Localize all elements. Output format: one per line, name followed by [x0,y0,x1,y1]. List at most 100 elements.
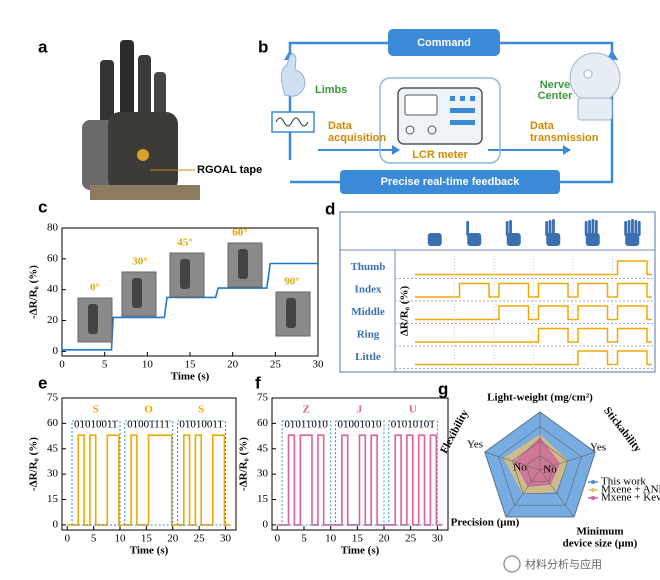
radar-spoke [539,451,596,471]
x-tick-label: 5 [91,533,97,545]
x-tick-label: 0 [59,359,65,371]
binary-code: 01011010 [284,419,328,431]
radar-axis-label: Minimum [576,526,623,538]
radar-annotation: No [543,464,557,476]
x-tick-label: 0 [275,533,281,545]
binary-code: 01010011 [74,419,118,431]
x-tick-label: 30 [220,533,232,545]
gesture-finger [548,220,552,235]
legend-marker [591,488,595,492]
feedback-label: Precise real-time feedback [381,176,521,188]
y-tick-label: 75 [47,392,59,404]
gesture-finger [552,219,555,234]
gesture-finger [624,221,628,236]
gesture-finger [588,220,591,235]
radar-ring [484,411,596,518]
radar-spoke [505,469,541,518]
x-tick-label: 20 [227,359,239,371]
binary-code: 01001111 [127,419,170,431]
signal [612,260,652,276]
gesture-finger [505,221,509,236]
radar-ring [525,455,555,483]
gesture-finger [634,220,638,235]
gesture-palm [585,233,600,246]
y-tick-label: 0 [53,518,59,530]
letter: Z [302,404,309,416]
radar-ring [498,426,582,506]
signal [612,350,652,366]
y-tick-label: 30 [47,468,59,480]
x-tick-label: 10 [142,359,154,371]
legend-marker [591,496,595,500]
x-tick-label: 0 [65,533,71,545]
y-axis-label: -ΔR/R₀ (%) [28,265,40,319]
signal [612,282,652,298]
x-tick-label: 20 [167,533,179,545]
row-label: Ring [357,328,380,340]
x-axis-label: Time (s) [341,545,380,557]
gesture-palm [506,233,521,246]
y-tick-label: 75 [257,392,269,404]
radar-spoke [484,451,541,471]
row-label: Thumb [351,261,386,273]
panel-label: d [325,199,335,218]
y-axis-label: -ΔR/R₀ (%) [28,437,40,491]
y-tick-label: 60 [47,417,59,429]
gesture-finger [466,221,470,236]
y-tick-label: 60 [47,252,59,264]
watermark: 材料分析与应用 [525,557,602,571]
legend-marker [591,480,595,484]
x-tick-label: 25 [270,359,282,371]
feedback-box [340,170,560,194]
code-frame [281,420,332,526]
radar-area [514,437,560,487]
signal [533,327,573,343]
gesture-finger [584,221,588,236]
meter-label: LCR meter [412,149,468,161]
robot-head-icon [569,52,621,121]
x-tick-label: 15 [185,359,197,371]
x-axis-label: Time (s) [171,371,210,383]
x-tick-label: 15 [141,533,153,545]
data-line [277,434,443,526]
gesture-palm [467,233,482,246]
y-tick-label: 20 [47,314,59,326]
y-axis-label: ΔR/R₀ (%) [399,286,411,337]
signal [573,305,613,321]
radar-spoke [539,469,575,518]
x-tick-label: 20 [379,533,391,545]
radar-axis-label: Stickability [601,405,644,455]
photo-detail [180,259,190,289]
nerve-center-label: Nerve [540,79,571,91]
y-tick-label: 80 [47,222,59,234]
x-tick-label: 25 [405,533,417,545]
signal [454,282,494,298]
row-label: Index [355,283,382,295]
command-box [388,29,500,56]
radar-ring [512,440,568,494]
letter: U [409,404,417,416]
y-tick-label: 60 [257,417,269,429]
row-label: Little [355,351,381,363]
radar-annotation: No [513,462,527,474]
signal [612,327,652,343]
signal [494,305,534,321]
signal [573,282,613,298]
x-axis-label: Time (s) [130,545,169,557]
angle-annotation: 30° [132,256,147,268]
panel-label: e [38,373,47,392]
x-tick-label: 5 [301,533,307,545]
signal [533,282,573,298]
gesture-finger [509,220,512,235]
code-frame [388,420,438,526]
y-tick-label: 45 [257,442,269,454]
data-line [67,434,231,526]
gesture-palm [546,233,561,246]
binary-code: 01010011 [179,419,223,431]
plot-frame [61,397,237,531]
angle-annotation: 0° [90,282,100,294]
x-tick-label: 15 [352,533,364,545]
acquisition-label: Data [328,120,353,132]
